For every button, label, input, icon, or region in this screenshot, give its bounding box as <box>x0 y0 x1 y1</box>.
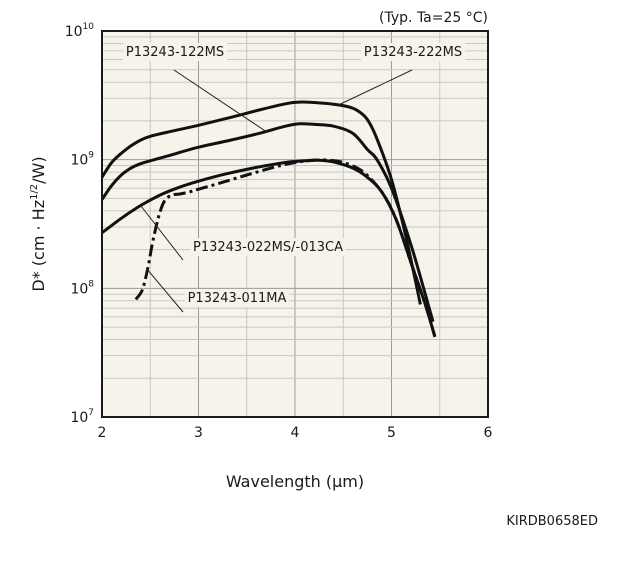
annotation-p13243-122ms: P13243-122MS <box>122 43 267 132</box>
x-tick-label: 3 <box>194 425 203 441</box>
series-lines <box>100 100 437 338</box>
y-axis-label-main: D* (cm · Hz <box>29 200 48 292</box>
y-axis-label-tail: /W) <box>29 156 48 183</box>
x-tick-label: 2 <box>98 425 107 441</box>
y-tick-base: 10 <box>70 281 88 297</box>
series-line-p13243-122ms <box>100 122 435 323</box>
plot-frame <box>101 30 489 418</box>
annotation-label-background <box>184 289 290 307</box>
x-tick-label: 5 <box>387 425 396 441</box>
annotation-label-background <box>189 238 347 256</box>
y-axis-label-superscript: 1/2 <box>29 184 40 200</box>
y-tick-base: 10 <box>70 153 88 169</box>
y-tick-base: 10 <box>70 410 88 426</box>
annotation-p13243-022ms-013ca: P13243-022MS/-013CA <box>140 205 347 261</box>
y-tick-label: 109 <box>70 151 94 169</box>
annotations: P13243-122MS P13243-222MS P13243-022MS/-01… <box>122 43 466 313</box>
annotation-label-background <box>122 43 228 61</box>
condition-label: (Typ. Ta=25 °C) <box>379 10 488 26</box>
y-tick-exponent: 9 <box>88 151 94 161</box>
annotation-leader-line <box>173 69 267 132</box>
figure-code: KIRDB0658ED <box>506 514 598 529</box>
annotation-label-background <box>360 43 466 61</box>
series-line-p13243-011ma <box>134 158 437 338</box>
x-tick-label: 4 <box>291 425 300 441</box>
x-tick-labels: 2 3 4 5 6 <box>98 425 493 441</box>
annotation-leader-line <box>140 205 184 261</box>
y-tick-label: 108 <box>70 279 94 297</box>
annotation-leader-line <box>338 69 413 106</box>
series-line-p13243-222ms <box>100 100 422 305</box>
annotation-p13243-222ms: P13243-222MS <box>338 43 466 106</box>
y-axis-label: D* (cm · Hz1/2/W) <box>29 156 48 291</box>
y-tick-label: 107 <box>70 408 94 426</box>
x-axis-label: Wavelength (µm) <box>226 472 364 491</box>
y-tick-base: 10 <box>65 24 83 40</box>
annotation-label: P13243-122MS <box>126 45 224 60</box>
y-tick-exponent: 10 <box>83 22 95 32</box>
y-tick-exponent: 8 <box>88 279 94 289</box>
annotation-label: P13243-222MS <box>364 45 462 60</box>
grid <box>102 31 488 417</box>
x-tick-label: 6 <box>484 425 493 441</box>
annotation-label: P13243-022MS/-013CA <box>193 240 343 255</box>
annotation-label: P13243-011MA <box>188 291 287 306</box>
y-tick-exponent: 7 <box>88 408 94 418</box>
y-tick-label: 1010 <box>65 22 95 40</box>
annotation-leader-line <box>147 269 184 313</box>
annotation-p13243-011ma: P13243-011MA <box>147 269 290 313</box>
